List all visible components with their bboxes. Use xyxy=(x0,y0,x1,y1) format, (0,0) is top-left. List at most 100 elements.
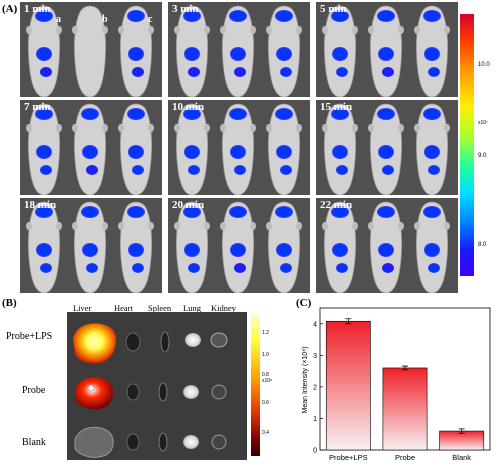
fluorescence-signal xyxy=(183,108,201,120)
fluorescence-signal xyxy=(132,67,144,77)
organ-label-heart: Heart xyxy=(114,303,133,313)
fluorescence-signal xyxy=(230,47,246,61)
category-label: Probe xyxy=(395,453,415,462)
error-bar xyxy=(402,365,408,371)
bar xyxy=(382,367,428,451)
fluorescence-signal xyxy=(188,165,200,175)
fluorescence-signal xyxy=(377,10,395,22)
fluorescence-signal xyxy=(280,67,292,77)
fluorescence-signal xyxy=(127,10,145,22)
timepoint-label: 20 min xyxy=(172,199,205,211)
fluorescence-signal xyxy=(86,165,98,175)
fluorescence-signal xyxy=(184,243,200,257)
timepoint-label: 1 min xyxy=(24,3,51,15)
fluorescence-signal xyxy=(188,263,200,273)
colorbar-tick: 8.0 xyxy=(478,242,487,248)
organ-label-kidney: Kidney xyxy=(211,303,237,313)
fluorescence-signal xyxy=(424,47,440,61)
fluorescence-signal xyxy=(35,108,53,120)
fluorescence-signal xyxy=(276,47,292,61)
colorbar-exponent: x10⁸ xyxy=(262,378,273,384)
fluorescence-signal xyxy=(331,10,349,22)
fluorescence-signal xyxy=(382,263,394,273)
fluorescence-signal xyxy=(276,145,292,159)
colorbar-tick: 0.8 xyxy=(262,372,269,378)
fluorescence-signal xyxy=(229,206,247,218)
fluorescence-signal xyxy=(234,165,246,175)
spleen-probe xyxy=(158,382,168,402)
fluorescence-signal xyxy=(423,10,441,22)
liver-probe xyxy=(75,377,114,410)
timepoint-label: 18 min xyxy=(24,199,57,211)
panel-b-label: (B) xyxy=(2,297,17,309)
lung-probe xyxy=(183,385,199,399)
fluorescence-signal xyxy=(35,10,53,22)
colorbar-tick: 0.6 xyxy=(262,400,269,406)
row-label-probe-lps: Probe+LPS xyxy=(6,331,53,342)
y-tick-label: 2 xyxy=(313,384,317,391)
kidney-probe-lps xyxy=(210,332,228,348)
heart-blank xyxy=(126,433,140,451)
row-label-probe: Probe xyxy=(22,385,46,396)
fluorescence-signal xyxy=(424,243,440,257)
y-tick-label: 1 xyxy=(313,416,317,423)
fluorescence-signal xyxy=(132,165,144,175)
fluorescence-signal xyxy=(230,145,246,159)
fluorescence-signal xyxy=(81,108,99,120)
fluorescence-signal xyxy=(184,47,200,61)
fluorescence-signal xyxy=(184,145,200,159)
fluorescence-signal xyxy=(424,145,440,159)
fluorescence-signal xyxy=(332,47,348,61)
fluorescence-signal xyxy=(378,47,394,61)
colorbar-tick: 9.0 xyxy=(478,153,487,159)
fluorescence-signal xyxy=(423,108,441,120)
timepoint-label: 15 min xyxy=(320,101,353,113)
mouse-silhouette xyxy=(73,5,107,97)
fluorescence-signal xyxy=(183,10,201,22)
fluorescence-signal xyxy=(428,165,440,175)
error-bar xyxy=(458,428,465,434)
fluorescence-signal xyxy=(36,47,52,61)
bar xyxy=(439,430,485,451)
panel-c-label: (C) xyxy=(296,297,312,309)
fluorescence-signal xyxy=(40,263,52,273)
kidney-blank xyxy=(211,434,227,450)
panel-a-colorbar xyxy=(460,14,474,276)
fluorescence-signal xyxy=(86,263,98,273)
fluorescence-signal xyxy=(378,145,394,159)
colorbar-tick: 0.4 xyxy=(262,430,269,436)
colorbar-tick: 1.0 xyxy=(262,352,269,358)
colorbar-exponent: x10⁷ xyxy=(478,120,488,126)
y-tick-label: 0 xyxy=(313,448,317,455)
kidney-probe xyxy=(211,384,227,400)
fluorescence-signal xyxy=(275,10,293,22)
liver-probe-lps xyxy=(73,323,116,364)
fluorescence-signal xyxy=(40,165,52,175)
fluorescence-signal xyxy=(234,263,246,273)
fluorescence-signal xyxy=(230,243,246,257)
fluorescence-signal xyxy=(428,263,440,273)
fluorescence-signal xyxy=(280,165,292,175)
fluorescence-signal xyxy=(275,108,293,120)
panel-a-label: (A) xyxy=(2,3,18,15)
mouse-letter-label: c xyxy=(148,14,153,25)
fluorescence-signal xyxy=(128,243,144,257)
fluorescence-signal xyxy=(40,67,52,77)
fluorescence-signal xyxy=(382,165,394,175)
mouse-image-cell: 3 min xyxy=(168,2,310,97)
row-label-blank: Blank xyxy=(22,437,46,448)
fluorescence-signal xyxy=(128,145,144,159)
fluorescence-signal xyxy=(132,263,144,273)
mouse-image-cell: 7 min xyxy=(20,100,162,195)
fluorescence-signal xyxy=(275,206,293,218)
colorbar-tick: 1.2 xyxy=(262,330,269,336)
fluorescence-signal xyxy=(229,108,247,120)
heart-probe xyxy=(126,383,140,401)
mouse-letter-label: b xyxy=(102,14,108,25)
organ-label-lung: Lung xyxy=(183,303,201,313)
mouse-letter-label: a xyxy=(56,14,61,25)
mouse-image-cell: 10 min xyxy=(168,100,310,195)
organ-label-spleen: Spleen xyxy=(148,303,172,313)
mouse-image-cell: 15 min xyxy=(316,100,458,195)
error-bar xyxy=(345,318,352,325)
